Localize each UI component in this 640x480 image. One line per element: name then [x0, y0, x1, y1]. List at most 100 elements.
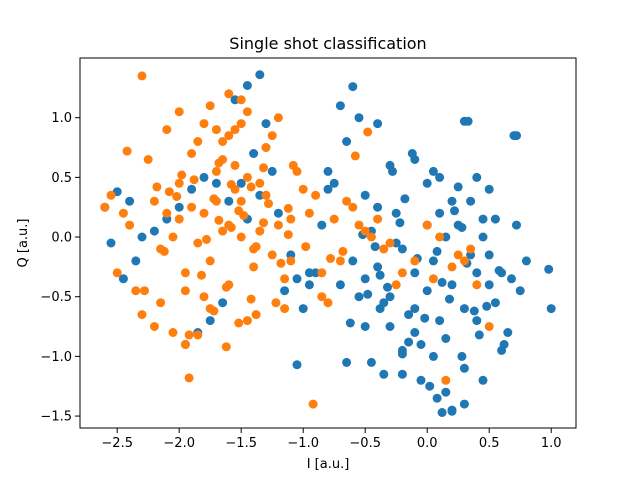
series-1-point — [350, 151, 360, 161]
series-1-point — [264, 199, 273, 209]
x-tick-label: 1.0 — [541, 436, 562, 451]
series-1-point — [283, 203, 293, 213]
series-1-point — [211, 166, 221, 176]
series-0-point — [292, 274, 302, 284]
series-1-point — [202, 234, 211, 244]
series-0-point — [363, 289, 373, 299]
series-1-point — [246, 294, 256, 304]
series-0-point — [370, 242, 380, 252]
series-0-point — [484, 250, 494, 260]
series-1-point — [112, 268, 122, 278]
series-1-point — [224, 89, 234, 99]
series-1-point — [286, 256, 296, 266]
series-0-point — [484, 184, 494, 194]
series-0-point — [425, 381, 435, 391]
series-1-point — [209, 306, 219, 316]
series-0-point — [447, 280, 457, 290]
series-0-point — [512, 131, 521, 141]
series-0-point — [187, 184, 197, 194]
series-0-point — [472, 316, 482, 326]
series-1-point — [218, 226, 228, 236]
series-0-point — [391, 208, 401, 218]
series-1-point — [288, 160, 298, 170]
series-1-point — [230, 125, 240, 135]
series-1-point — [205, 256, 215, 266]
series-1-point — [317, 292, 327, 302]
series-1-point — [193, 137, 203, 146]
series-0-point — [428, 351, 438, 361]
series-1-point — [280, 274, 290, 284]
series-1-point — [466, 244, 476, 254]
series-1-point — [218, 137, 228, 146]
series-0-point — [218, 298, 228, 308]
plot-area — [100, 70, 556, 417]
series-0-point — [478, 232, 488, 242]
series-0-point — [373, 202, 383, 212]
series-1-point — [251, 242, 261, 252]
series-0-point — [373, 262, 383, 272]
series-0-point — [463, 116, 473, 126]
y-tick-label: 0.0 — [51, 231, 72, 246]
series-1-point — [304, 208, 314, 218]
series-0-point — [546, 304, 556, 314]
series-0-point — [521, 256, 531, 266]
series-1-point — [242, 172, 252, 182]
y-axis-label: Q [a.u.] — [16, 219, 31, 268]
series-1-point — [283, 230, 293, 240]
series-0-point — [507, 274, 516, 284]
series-0-point — [249, 149, 259, 158]
series-0-point — [422, 286, 432, 296]
series-1-point — [221, 282, 231, 292]
x-tick-label: −2.5 — [101, 436, 133, 451]
series-0-point — [428, 256, 438, 266]
series-1-point — [122, 146, 132, 156]
series-0-point — [267, 166, 277, 176]
series-0-point — [466, 196, 476, 206]
series-0-point — [342, 357, 352, 367]
series-0-point — [494, 266, 504, 275]
series-1-point — [267, 131, 277, 141]
x-tick-label: 0.5 — [479, 436, 500, 451]
series-0-point — [457, 223, 467, 232]
series-0-point — [149, 226, 159, 236]
series-0-point — [395, 218, 405, 228]
series-1-point — [308, 399, 318, 409]
series-1-point — [224, 131, 234, 141]
series-1-point — [354, 220, 364, 230]
series-1-point — [199, 292, 209, 302]
series-0-point — [242, 81, 252, 90]
series-0-point — [441, 232, 451, 242]
series-0-point — [432, 393, 442, 403]
series-1-point — [373, 214, 383, 224]
series-1-point — [236, 95, 246, 105]
x-axis: −2.5 −2.0 −1.5 −1.0 −0.5 0.0 0.5 1.0 — [101, 428, 562, 451]
series-1-point — [180, 286, 190, 296]
series-0-point — [490, 214, 500, 224]
series-0-point — [459, 399, 469, 409]
series-0-point — [323, 166, 333, 176]
series-0-point — [474, 330, 484, 340]
series-1-point — [180, 340, 190, 349]
series-0-point — [383, 282, 392, 292]
series-1-point — [301, 242, 311, 252]
series-1-point — [199, 208, 209, 218]
series-0-point — [459, 304, 469, 314]
series-0-point — [397, 349, 407, 359]
series-0-point — [131, 256, 141, 266]
series-0-point — [428, 166, 438, 176]
series-0-point — [410, 268, 420, 278]
series-1-point — [342, 196, 352, 206]
series-0-point — [261, 119, 271, 129]
series-0-point — [255, 70, 265, 80]
series-1-point — [172, 192, 182, 201]
series-1-point — [273, 220, 283, 230]
series-1-point — [159, 246, 169, 256]
series-0-point — [447, 406, 457, 416]
series-0-point — [416, 340, 426, 349]
series-1-point — [385, 238, 395, 248]
series-0-point — [388, 166, 397, 176]
series-0-point — [118, 274, 128, 284]
series-0-point — [478, 375, 488, 385]
series-1-point — [317, 268, 327, 278]
